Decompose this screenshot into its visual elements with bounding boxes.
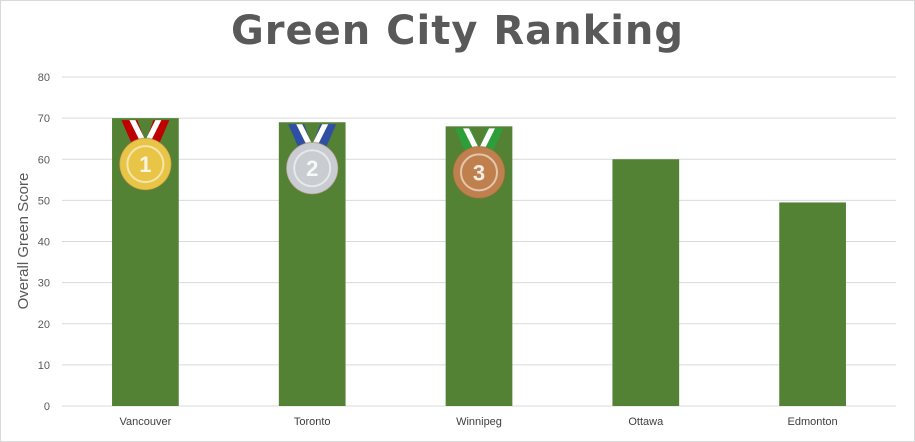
- y-axis-title: Overall Green Score: [15, 173, 32, 310]
- medal-ring: [460, 153, 498, 192]
- x-axis: Vancouver Toronto Winnipeg Ottawa Edmonton: [120, 416, 838, 428]
- gold-medal-icon: 1: [118, 120, 173, 191]
- y-tick-label: 50: [38, 195, 50, 207]
- medal-ring: [293, 149, 332, 188]
- y-tick-label: 40: [38, 237, 50, 249]
- medal-rank-label: 3: [473, 160, 485, 185]
- bar: [612, 159, 680, 406]
- silver-medal-icon: 2: [285, 124, 339, 195]
- x-tick-label: Ottawa: [628, 416, 664, 428]
- x-tick-label: Winnipeg: [456, 416, 502, 428]
- medal-ring: [126, 145, 165, 184]
- chart-title: Green City Ranking: [230, 8, 685, 54]
- y-tick-label: 10: [38, 360, 50, 372]
- bar: [779, 202, 846, 406]
- x-tick-label: Toronto: [294, 416, 331, 428]
- ribbon-stripe: [129, 120, 162, 149]
- x-tick-label: Vancouver: [120, 416, 172, 428]
- y-axis: 0 10 20 30 40 50 60 70 80: [38, 72, 50, 413]
- y-tick-label: 20: [38, 319, 50, 331]
- y-tick-label: 70: [38, 113, 50, 125]
- ribbon-stripe: [296, 124, 329, 153]
- medal-rank-label: 1: [139, 152, 151, 177]
- ribbon-stripe: [463, 128, 495, 157]
- y-tick-label: 0: [44, 401, 50, 413]
- bronze-medal-icon: 3: [452, 128, 506, 200]
- medal-rank-label: 2: [306, 156, 318, 181]
- medals: 1 2 3: [118, 120, 506, 200]
- x-tick-label: Edmonton: [788, 416, 838, 428]
- y-tick-label: 80: [38, 72, 50, 84]
- y-tick-label: 60: [38, 154, 50, 166]
- y-tick-label: 30: [38, 278, 50, 290]
